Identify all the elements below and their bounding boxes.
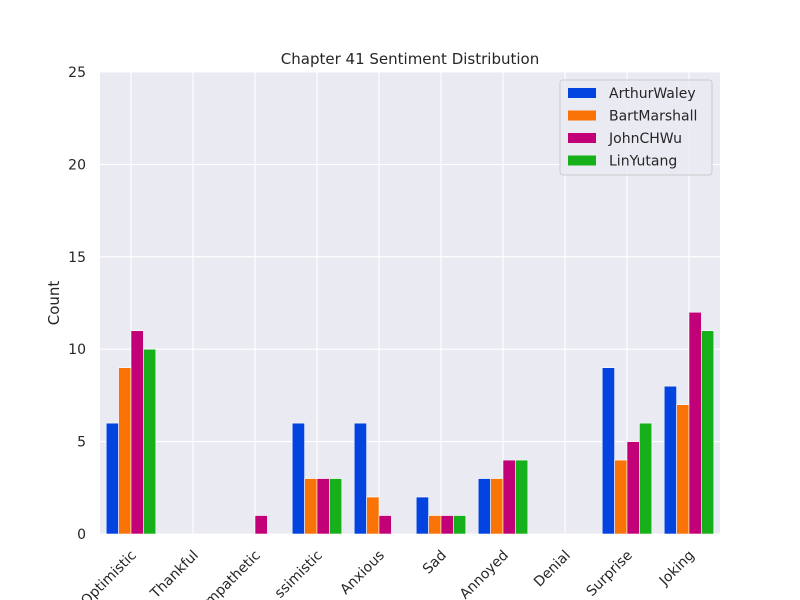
legend-label: BartMarshall	[609, 109, 697, 125]
x-tick-label: Anxious	[337, 548, 387, 598]
x-tick-label: Thankful	[147, 548, 202, 600]
legend-label: JohnCHWu	[608, 131, 682, 147]
y-tick-label: 5	[77, 435, 86, 451]
bar-JohnCHWu-Joking	[688, 311, 702, 535]
bar-ArthurWaley-Joking	[663, 385, 677, 535]
bar-ArthurWaley-Pessimistic	[291, 422, 305, 535]
x-tick-label: Denial	[531, 548, 574, 591]
x-tick-label: mpathetic	[202, 548, 264, 600]
y-tick-label: 20	[68, 157, 86, 173]
x-tick-label: ssimistic	[272, 548, 326, 600]
bar-BartMarshall-Optimistic	[118, 367, 132, 535]
bar-JohnCHWu-Empathetic	[254, 515, 268, 535]
bar-BartMarshall-Surprise	[614, 459, 628, 535]
bar-JohnCHWu-Pessimistic	[316, 478, 330, 535]
y-tick-label: 15	[68, 250, 86, 266]
bar-LinYutang-Joking	[701, 330, 715, 535]
bar-ArthurWaley-Annoyed	[477, 478, 491, 535]
bar-LinYutang-Optimistic	[143, 348, 157, 535]
x-tick-labels: Optimistic Thankful mpathetic ssimistic Anxi…	[78, 548, 698, 600]
bars	[105, 311, 715, 535]
y-tick-label: 10	[68, 342, 86, 358]
bar-LinYutang-Surprise	[639, 422, 653, 535]
bar-JohnCHWu-Surprise	[626, 441, 640, 535]
bar-LinYutang-Sad	[453, 515, 467, 535]
bar-ArthurWaley-Sad	[415, 496, 429, 535]
bar-JohnCHWu-Annoyed	[502, 459, 516, 535]
y-tick-labels: 0 5 10 15 20 25	[68, 65, 86, 543]
bar-JohnCHWu-Anxious	[378, 515, 392, 535]
chart-title: Chapter 41 Sentiment Distribution	[281, 50, 539, 68]
x-tick-label: Optimistic	[78, 548, 140, 600]
x-tick-label: Joking	[656, 548, 698, 590]
x-tick-label: Surprise	[584, 548, 636, 600]
bar-ArthurWaley-Surprise	[601, 367, 615, 535]
bar-BartMarshall-Pessimistic	[304, 478, 318, 535]
bar-LinYutang-Annoyed	[515, 459, 529, 535]
legend-box	[559, 79, 713, 176]
y-tick-label: 0	[77, 527, 86, 543]
y-axis-title: Count	[45, 281, 63, 326]
legend-swatch	[568, 88, 596, 98]
bar-JohnCHWu-Sad	[440, 515, 454, 535]
y-tick-label: 25	[68, 65, 86, 81]
legend-label: ArthurWaley	[609, 86, 696, 102]
bar-BartMarshall-Anxious	[366, 496, 380, 535]
grid-lines	[100, 71, 720, 535]
legend-label: LinYutang	[609, 154, 677, 170]
bar-ArthurWaley-Anxious	[353, 422, 367, 535]
legend-swatch	[568, 133, 596, 143]
bar-JohnCHWu-Optimistic	[130, 330, 144, 535]
bar-LinYutang-Pessimistic	[329, 478, 343, 535]
bar-BartMarshall-Annoyed	[490, 478, 504, 535]
legend-swatch	[568, 155, 596, 166]
bar-BartMarshall-Sad	[428, 515, 442, 535]
legend: ArthurWaley BartMarshall JohnCHWu LinYutang	[559, 79, 713, 176]
legend-swatch	[568, 110, 596, 121]
x-tick-label: Annoyed	[457, 548, 512, 600]
x-tick-label: Sad	[420, 548, 450, 578]
bar-BartMarshall-Joking	[676, 404, 690, 535]
bar-ArthurWaley-Optimistic	[105, 422, 119, 535]
